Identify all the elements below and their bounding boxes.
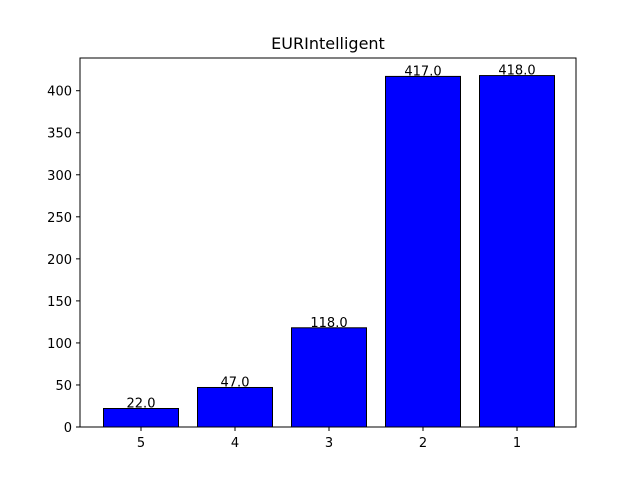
y-tick-label: 100 (47, 337, 72, 352)
x-tick-label: 5 (137, 436, 145, 451)
data-labels-layer: 22.0 47.0 118.0 417.0 418.0 (127, 64, 536, 412)
y-tick-label: 200 (47, 253, 72, 268)
x-tick-label: 2 (419, 436, 427, 451)
x-tick-label: 3 (325, 436, 333, 451)
data-label-3: 118.0 (310, 316, 347, 331)
y-tick-label: 250 (47, 211, 72, 226)
axes-layer: 5 4 3 2 1 0 50 100 150 200 250 300 350 400 (47, 57, 577, 451)
x-tick-label: 4 (231, 436, 239, 451)
bar-3 (291, 327, 367, 428)
data-label-2: 417.0 (404, 64, 441, 79)
y-tick-label: 300 (47, 169, 72, 184)
x-tick-label: 1 (513, 436, 521, 451)
y-tick-label: 350 (47, 127, 72, 142)
bars-layer (103, 75, 555, 428)
data-label-5: 22.0 (127, 397, 156, 412)
data-label-1: 418.0 (498, 64, 535, 79)
plot-frame (79, 57, 577, 428)
bar-1 (479, 75, 555, 428)
y-tick-label: 150 (47, 295, 72, 310)
y-tick-label: 50 (55, 379, 72, 394)
y-tick-label: 0 (64, 421, 72, 436)
bar-4 (197, 386, 273, 428)
chart-title: EURIntelligent (271, 34, 385, 53)
data-label-4: 47.0 (221, 375, 250, 390)
y-tick-label: 400 (47, 85, 72, 100)
bar-2 (385, 75, 461, 428)
